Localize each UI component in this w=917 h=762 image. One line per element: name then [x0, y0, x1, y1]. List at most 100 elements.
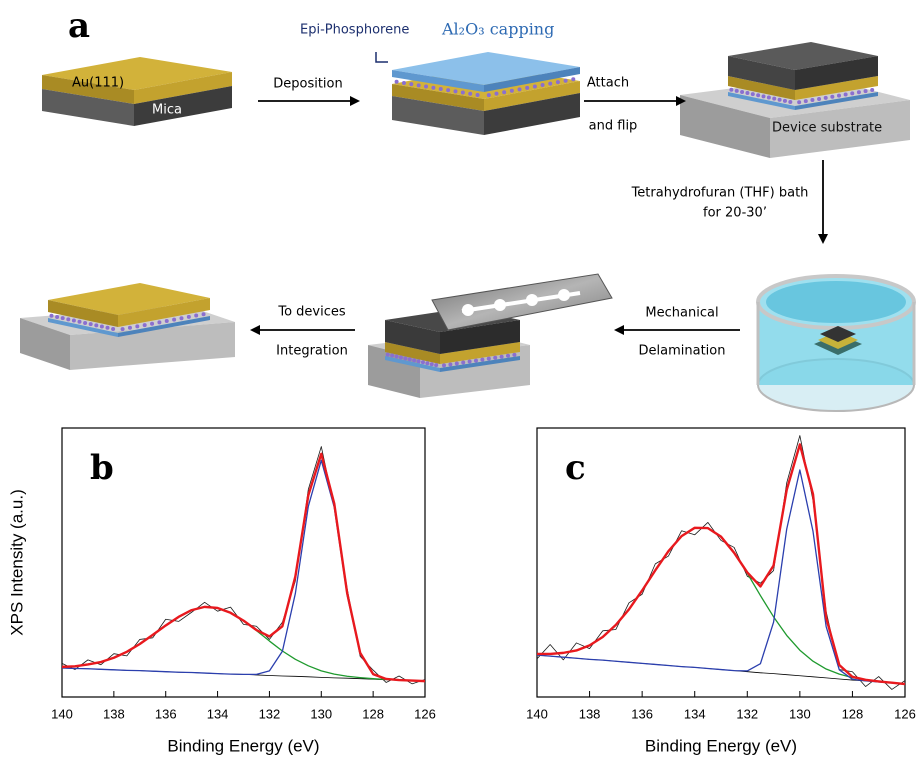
x-tick-label: 138 [103, 706, 125, 721]
x-axis-label: Binding Energy (eV) [645, 736, 797, 755]
molecule [425, 361, 429, 365]
molecule [571, 77, 575, 81]
x-tick-label: 126 [414, 706, 436, 721]
molecule [797, 100, 801, 104]
molecule [804, 99, 808, 103]
x-tick-label: 128 [362, 706, 384, 721]
blade-hole [494, 299, 506, 311]
molecule [442, 363, 446, 367]
molecule [408, 357, 412, 361]
molecule [202, 312, 206, 316]
step-label: Attach [587, 76, 629, 91]
molecule [55, 315, 59, 319]
molecule [778, 98, 782, 102]
molecule [844, 92, 848, 96]
molecule [128, 326, 132, 330]
step-label: Deposition [273, 77, 343, 92]
molecule [556, 80, 560, 84]
x-axis-label: Binding Energy (eV) [167, 736, 319, 755]
molecule [121, 327, 125, 331]
panel-label: b [90, 448, 114, 488]
blade-hole [526, 294, 538, 306]
molecule [474, 359, 478, 363]
molecule [745, 91, 749, 95]
molecule [61, 316, 65, 320]
molecule [100, 325, 104, 329]
molecule [421, 360, 425, 364]
molecule [194, 314, 198, 318]
step-label: Tetrahydrofuran (THF) bath [631, 186, 809, 201]
molecule [172, 318, 176, 322]
molecule [751, 92, 755, 96]
molecule [150, 322, 154, 326]
plot-frame [537, 428, 905, 697]
molecule [395, 355, 399, 359]
molecule [493, 356, 497, 360]
figure: a Epi-Phosphorene Al₂O₃ capping Au(111) … [0, 0, 917, 758]
molecule [83, 321, 87, 325]
molecule [502, 90, 506, 94]
x-tick-label: 140 [51, 706, 73, 721]
x-tick-label: 126 [894, 706, 916, 721]
capping-label: Al₂O₃ capping [441, 20, 554, 39]
pointer [376, 52, 388, 62]
panel-label: c [565, 448, 586, 488]
molecule [111, 327, 115, 331]
spectrum-line [62, 454, 425, 681]
molecule [179, 316, 183, 320]
blade-hole [462, 304, 474, 316]
x-tick-label: 134 [684, 706, 706, 721]
panel-label: a [68, 6, 90, 46]
molecule [89, 322, 93, 326]
device-label: Device substrate [772, 121, 882, 136]
step-label: for 20-30’ [703, 206, 767, 221]
molecule [434, 363, 438, 367]
molecule [395, 80, 399, 84]
molecule [431, 86, 435, 90]
molecule [157, 320, 161, 324]
step-label: Delamination [639, 344, 726, 359]
molecule [94, 323, 98, 327]
molecule [870, 88, 874, 92]
molecule [403, 356, 407, 360]
molecule [165, 319, 169, 323]
molecule [476, 93, 480, 97]
molecule [446, 88, 450, 92]
spectrum-line [537, 444, 905, 684]
molecule [417, 359, 421, 363]
x-tick-label: 128 [842, 706, 864, 721]
molecule [810, 98, 814, 102]
molecule [506, 354, 510, 358]
molecule [424, 85, 428, 89]
molecule [143, 323, 147, 327]
molecule [390, 354, 394, 358]
molecule [500, 355, 504, 359]
step-label: Integration [276, 344, 348, 359]
molecule [480, 358, 484, 362]
molecule [729, 88, 733, 92]
molecule [409, 82, 413, 86]
layer-label: Au(111) [72, 76, 124, 91]
molecule [740, 90, 744, 94]
molecule [541, 83, 545, 87]
molecule [461, 361, 465, 365]
y-axis-label: XPS Intensity (a.u.) [7, 489, 26, 635]
molecule [135, 324, 139, 328]
molecule [66, 317, 70, 321]
x-tick-label: 136 [631, 706, 653, 721]
molecule [756, 93, 760, 97]
molecule [494, 92, 498, 96]
molecule [564, 79, 568, 83]
molecule [824, 96, 828, 100]
spectrum-line [62, 460, 425, 681]
molecule [430, 362, 434, 366]
molecule [50, 314, 54, 318]
molecule [455, 361, 459, 365]
molecule [439, 87, 443, 91]
molecule [548, 82, 552, 86]
step-label: To devices [277, 305, 346, 320]
spectrum-line [537, 528, 905, 684]
x-tick-label: 134 [207, 706, 229, 721]
molecule [518, 87, 522, 91]
x-tick-label: 138 [579, 706, 601, 721]
